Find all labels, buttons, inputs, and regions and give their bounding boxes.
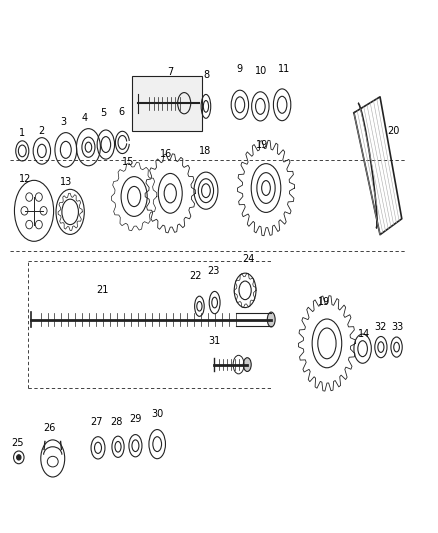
Text: 12: 12	[19, 174, 32, 184]
Text: 32: 32	[374, 322, 386, 333]
Text: 33: 33	[391, 322, 403, 333]
Text: 10: 10	[254, 67, 267, 76]
Text: 1: 1	[19, 128, 25, 138]
Ellipse shape	[244, 358, 251, 372]
Text: 29: 29	[129, 414, 141, 424]
Ellipse shape	[267, 312, 275, 327]
Text: 27: 27	[90, 417, 102, 427]
Text: 22: 22	[189, 271, 201, 281]
Text: 6: 6	[118, 107, 124, 117]
Text: 2: 2	[39, 126, 45, 136]
Text: 23: 23	[208, 266, 220, 276]
Text: 19: 19	[318, 297, 330, 307]
Text: 24: 24	[242, 254, 255, 263]
Text: 8: 8	[204, 70, 210, 79]
Text: 28: 28	[110, 417, 123, 427]
Text: 7: 7	[167, 67, 173, 77]
Text: 16: 16	[160, 149, 172, 159]
Text: 25: 25	[12, 438, 24, 448]
Circle shape	[17, 455, 21, 460]
Text: 3: 3	[60, 117, 66, 127]
Text: 11: 11	[278, 64, 290, 74]
FancyBboxPatch shape	[132, 76, 201, 131]
Text: 31: 31	[208, 336, 221, 346]
Text: 9: 9	[237, 64, 243, 74]
Text: 21: 21	[96, 285, 109, 295]
Text: 14: 14	[358, 329, 370, 340]
Text: 5: 5	[101, 108, 107, 118]
Text: 20: 20	[387, 126, 399, 136]
Text: 26: 26	[43, 423, 56, 433]
Text: 19: 19	[256, 140, 268, 150]
Text: 13: 13	[60, 176, 72, 187]
Text: 18: 18	[199, 146, 211, 156]
Text: 4: 4	[82, 113, 88, 123]
Text: 30: 30	[151, 409, 163, 419]
Text: 15: 15	[122, 157, 134, 166]
